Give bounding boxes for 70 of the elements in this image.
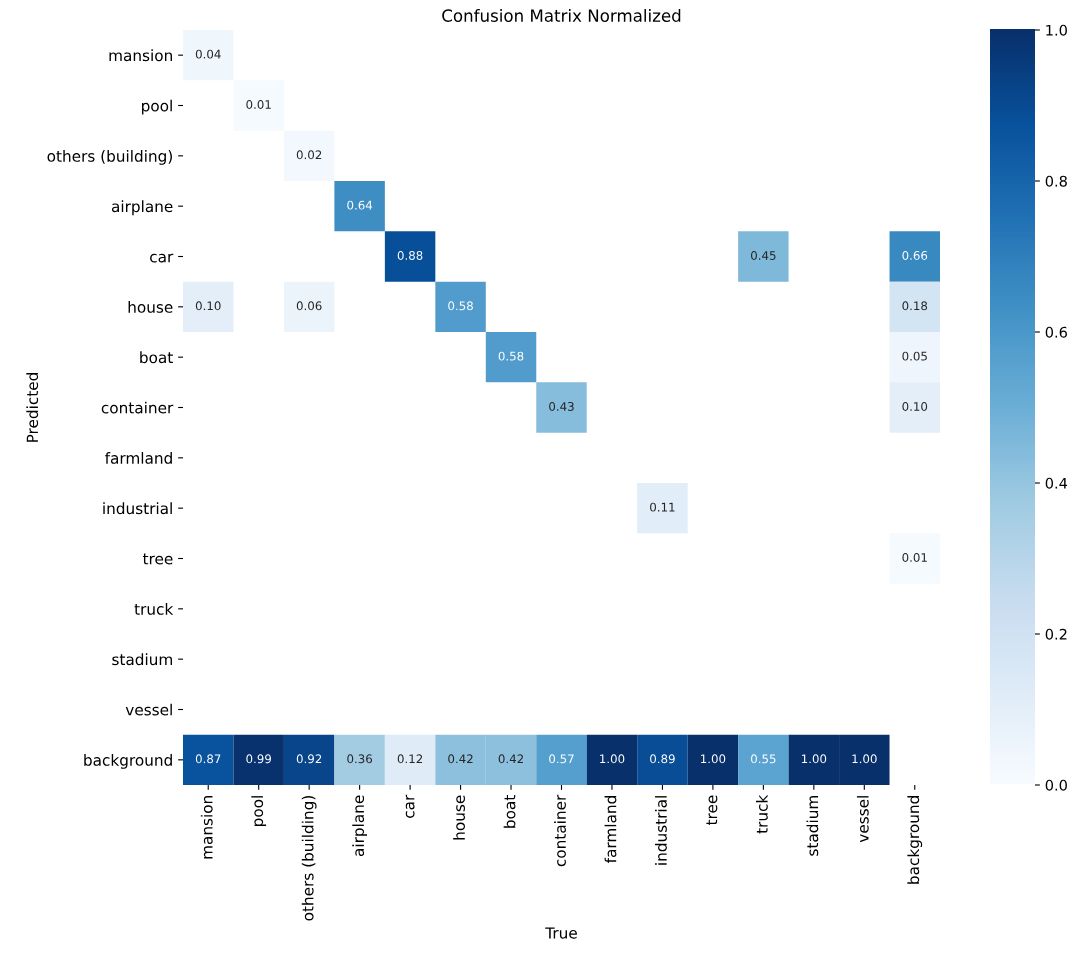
data-label: 0.58 [498, 351, 524, 361]
color-bar-label: 0.8 [1045, 175, 1067, 187]
data-label: 0.36 [347, 754, 373, 764]
data-label: 0.87 [195, 754, 221, 764]
y-tick-label: industrial [103, 502, 172, 515]
x-tick-label: industrial [655, 796, 667, 865]
x-tick-label: farmland [604, 796, 617, 863]
x-tick-label: airplane [352, 795, 368, 857]
data-label: 0.04 [195, 49, 221, 59]
data-label: 0.42 [448, 754, 473, 764]
x-tick-label: background [907, 796, 923, 884]
data-label: 0.10 [902, 402, 928, 411]
y-axis-title: Predicted [26, 373, 39, 442]
data-label: 0.43 [549, 402, 574, 411]
data-label: 0.66 [902, 251, 928, 260]
color-bar-label: 0.0 [1045, 779, 1067, 791]
x-axis-title: True [545, 927, 577, 939]
data-label: 0.01 [246, 100, 271, 109]
y-tick-label: pool [142, 99, 172, 115]
x-tick-label: mansion [200, 796, 213, 859]
y-tick-label: truck [134, 603, 174, 615]
data-label: 0.57 [549, 754, 574, 764]
chart-title: Confusion Matrix Normalized [442, 9, 681, 22]
data-label: 0.06 [296, 301, 322, 311]
x-tick-label: house [453, 795, 465, 840]
color-bar-label: 0.2 [1045, 628, 1067, 640]
data-label: 1.00 [801, 754, 827, 764]
x-tick-label: boat [503, 795, 516, 828]
x-tick-label: others (building) [301, 796, 317, 921]
y-tick-label: stadium [112, 653, 172, 666]
data-label: 1.00 [600, 754, 625, 764]
data-label: 0.10 [195, 301, 221, 311]
data-label: 1.00 [852, 754, 877, 764]
data-label: 0.89 [650, 754, 675, 764]
y-tick-label: container [101, 401, 174, 414]
y-tick-label: airplane [111, 200, 173, 216]
data-label: 0.12 [397, 754, 423, 764]
data-label: 1.00 [701, 754, 726, 764]
y-tick-label: vessel [125, 703, 172, 716]
data-label: 0.11 [650, 502, 675, 512]
data-label: 0.58 [448, 301, 473, 311]
x-tick-label: container [554, 794, 566, 867]
data-label: 0.01 [902, 553, 927, 562]
data-label: 0.02 [296, 150, 322, 160]
x-tick-label: tree [706, 795, 718, 826]
data-label: 0.55 [751, 754, 776, 764]
color-bar-label: 1.0 [1046, 24, 1067, 36]
y-tick-label: background [84, 754, 172, 769]
x-tick-label: car [405, 794, 415, 818]
y-tick-label: house [128, 301, 173, 313]
y-tick-label: farmland [105, 452, 172, 464]
data-label: 0.18 [902, 301, 928, 311]
data-label: 0.88 [397, 251, 423, 260]
x-tick-label: truck [755, 794, 768, 834]
y-tick-label: tree [142, 553, 173, 565]
data-label: 0.99 [246, 754, 272, 764]
x-tick-label: vessel [856, 796, 869, 843]
data-label: 0.64 [347, 200, 373, 210]
y-tick-label: others (building) [47, 150, 172, 165]
y-tick-label: mansion [109, 49, 172, 62]
x-tick-label: stadium [806, 796, 819, 856]
y-tick-label: car [150, 253, 174, 263]
data-label: 0.92 [296, 754, 322, 764]
x-tick-label: pool [251, 796, 267, 826]
data-label: 0.42 [498, 754, 523, 764]
color-bar-label: 0.6 [1045, 326, 1067, 338]
color-bar-label: 0.4 [1045, 477, 1068, 489]
data-label: 0.45 [751, 251, 776, 260]
y-tick-label: boat [140, 351, 173, 364]
data-label: 0.05 [902, 351, 927, 361]
